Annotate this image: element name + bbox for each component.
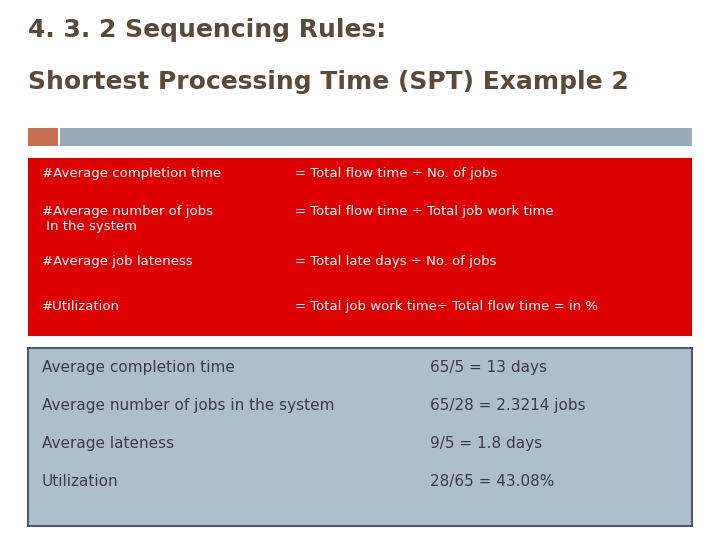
Text: Shortest Processing Time (SPT) Example 2: Shortest Processing Time (SPT) Example 2 bbox=[28, 70, 629, 94]
Text: = Total flow time ÷ No. of jobs: = Total flow time ÷ No. of jobs bbox=[295, 167, 498, 180]
Bar bbox=[28, 128, 58, 146]
Text: Average number of jobs in the system: Average number of jobs in the system bbox=[42, 398, 335, 413]
Text: 28/65 = 43.08%: 28/65 = 43.08% bbox=[430, 474, 554, 489]
Text: 4. 3. 2 Sequencing Rules:: 4. 3. 2 Sequencing Rules: bbox=[28, 18, 386, 42]
Text: #Average completion time: #Average completion time bbox=[42, 167, 221, 180]
Text: Average completion time: Average completion time bbox=[42, 360, 235, 375]
Text: 65/5 = 13 days: 65/5 = 13 days bbox=[430, 360, 547, 375]
Text: = Total late days ÷ No. of jobs: = Total late days ÷ No. of jobs bbox=[295, 255, 497, 268]
Text: 65/28 = 2.3214 jobs: 65/28 = 2.3214 jobs bbox=[430, 398, 585, 413]
Bar bbox=[60, 128, 692, 146]
Text: 9/5 = 1.8 days: 9/5 = 1.8 days bbox=[430, 436, 542, 451]
Text: Utilization: Utilization bbox=[42, 474, 119, 489]
Text: = Total job work time÷ Total flow time = in %: = Total job work time÷ Total flow time =… bbox=[295, 300, 598, 313]
Bar bbox=[28, 348, 692, 526]
Text: Average lateness: Average lateness bbox=[42, 436, 174, 451]
Text: #Average job lateness: #Average job lateness bbox=[42, 255, 193, 268]
Bar bbox=[28, 158, 692, 336]
Text: #Average number of jobs
 In the system: #Average number of jobs In the system bbox=[42, 205, 213, 233]
Text: = Total flow time ÷ Total job work time: = Total flow time ÷ Total job work time bbox=[295, 205, 554, 218]
Text: #Utilization: #Utilization bbox=[42, 300, 120, 313]
